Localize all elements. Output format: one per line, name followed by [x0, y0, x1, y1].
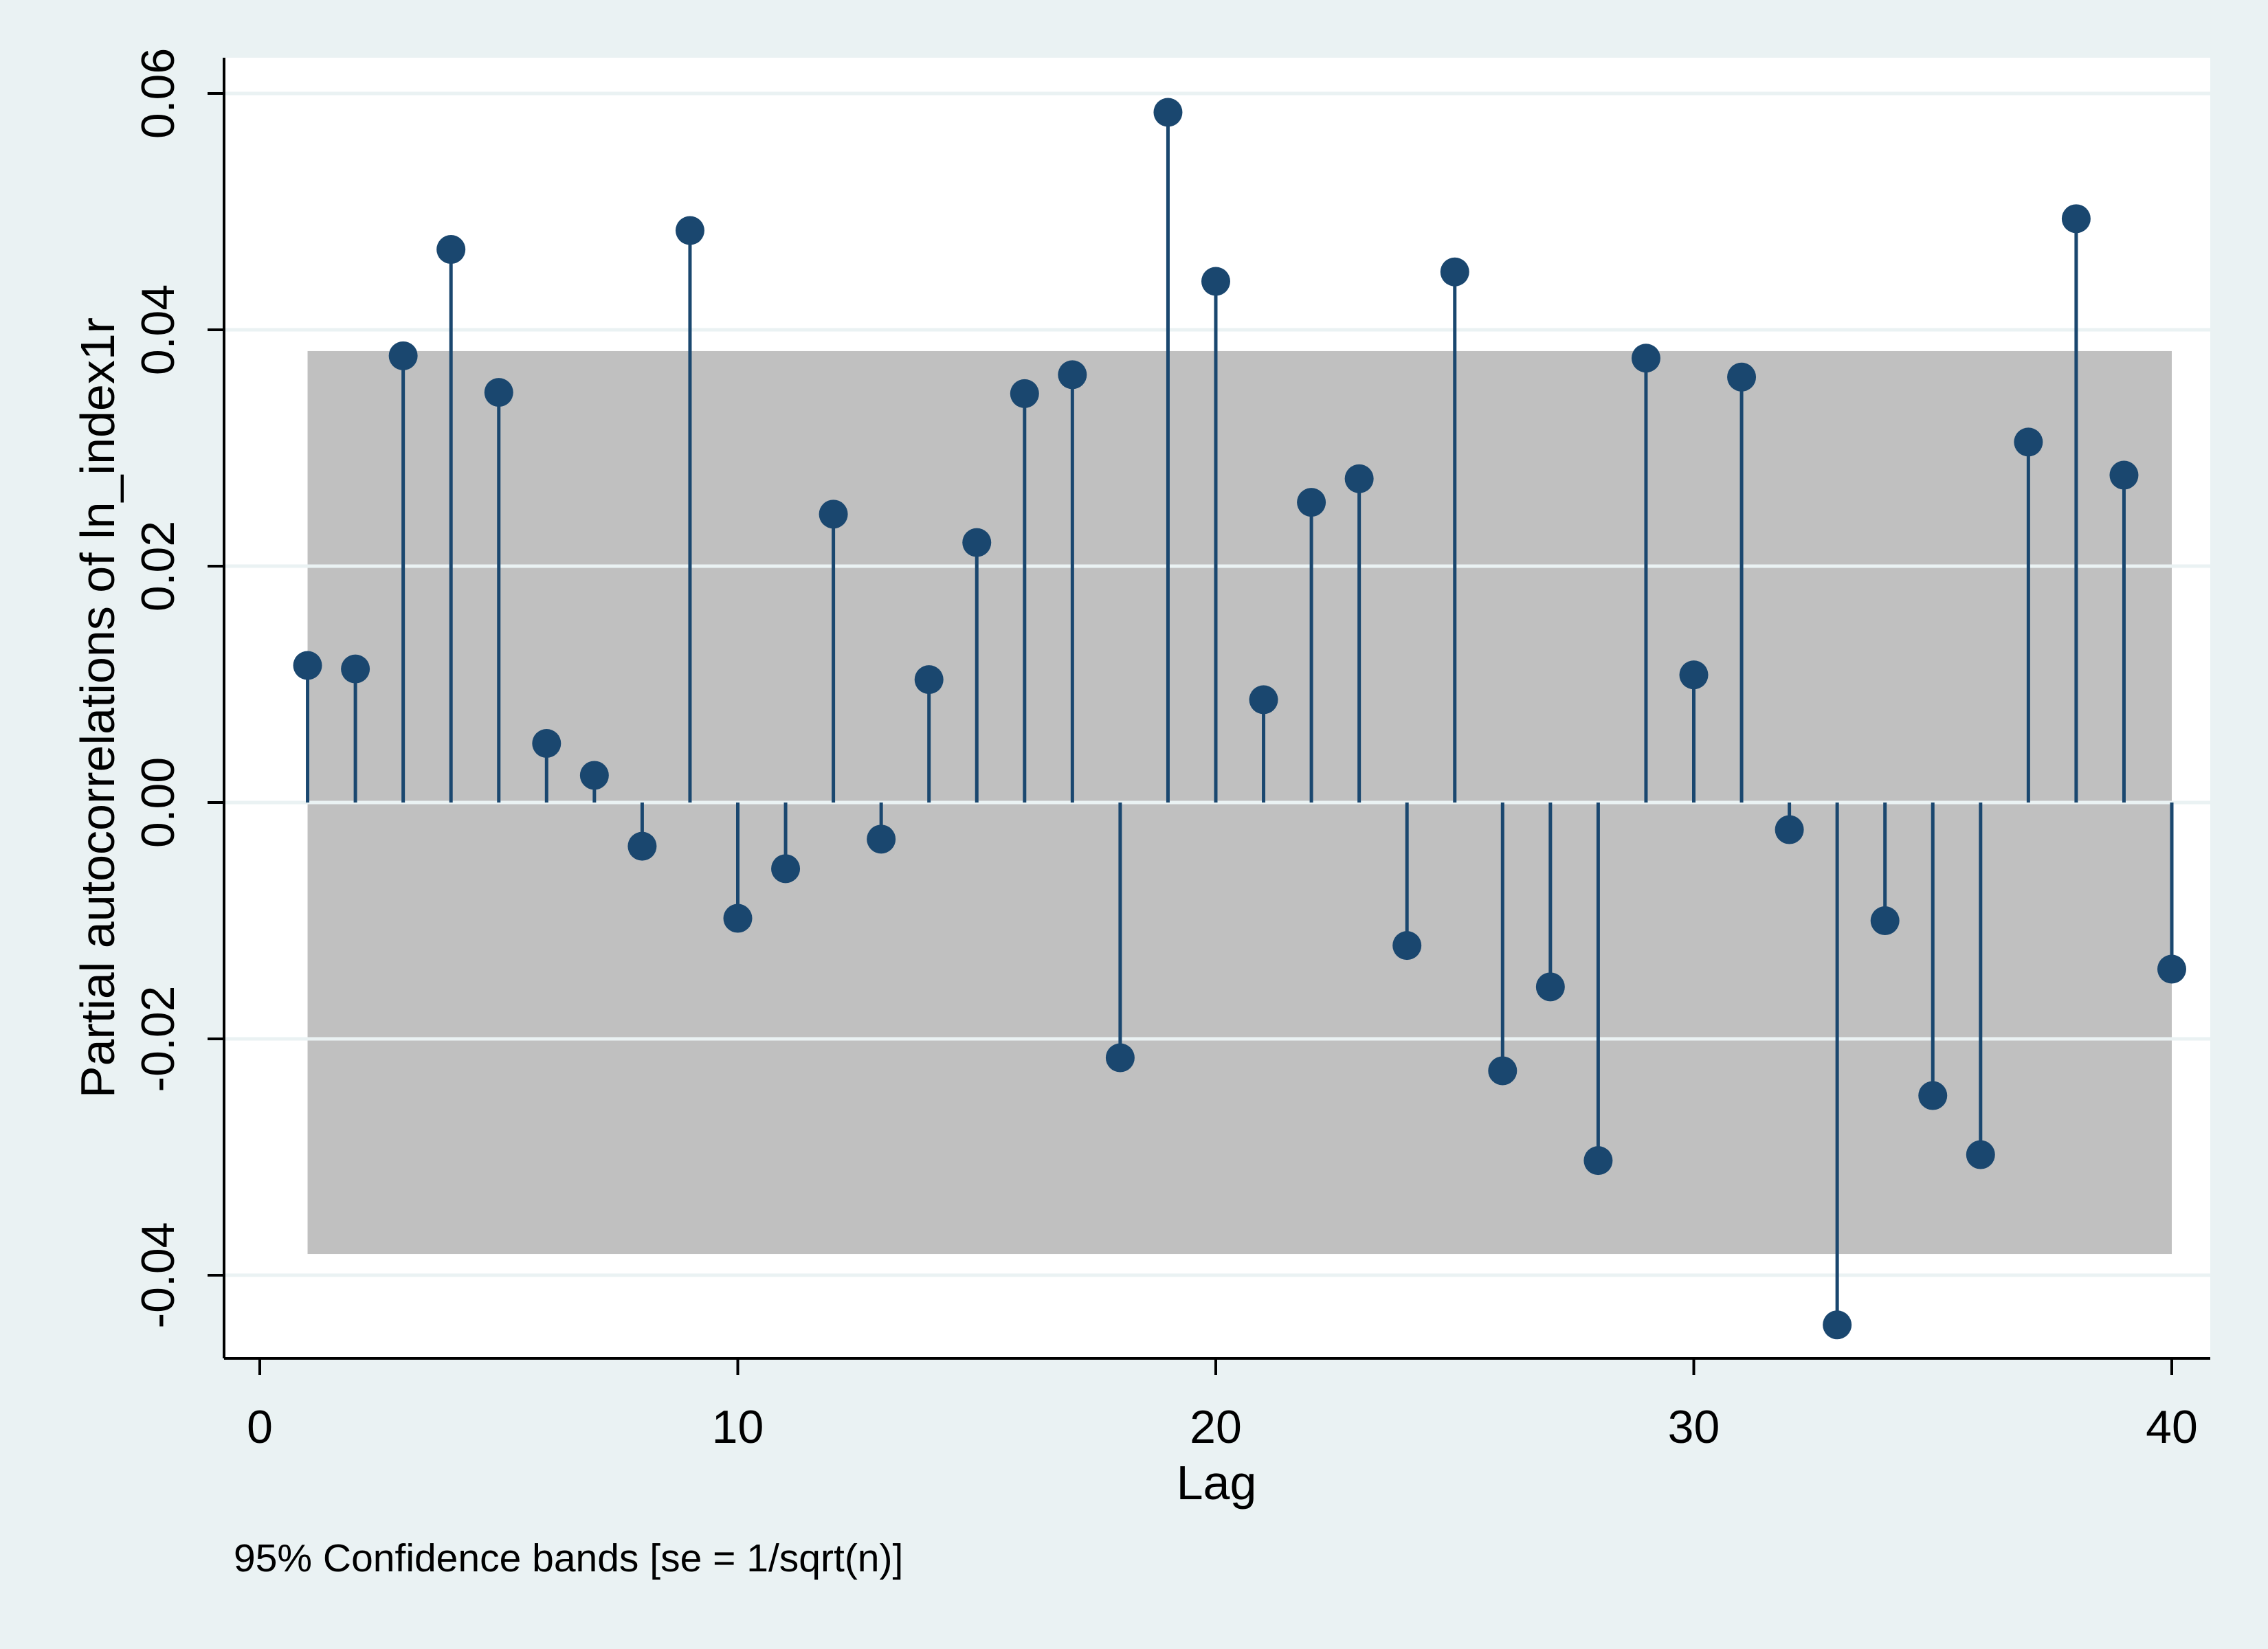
markers: [293, 98, 2186, 1340]
marker-lag-17: [1058, 360, 1087, 390]
marker-lag-13: [867, 824, 896, 854]
marker-lag-38: [2061, 204, 2091, 234]
marker-lag-35: [1918, 1081, 1948, 1110]
marker-lag-9: [675, 216, 704, 245]
y-tick-label-0: -0.04: [132, 1222, 184, 1329]
marker-lag-26: [1488, 1056, 1517, 1086]
marker-lag-11: [771, 854, 801, 884]
y-axis-title: Partial autocorrelations of ln_index1r: [71, 317, 124, 1098]
y-tick-label-5: 0.06: [132, 48, 184, 139]
marker-lag-29: [1631, 344, 1660, 373]
marker-lag-6: [532, 729, 562, 758]
marker-lag-2: [341, 654, 370, 684]
y-ticks: -0.04 -0.02 0.00 0.02 0.04 0.06: [132, 48, 224, 1329]
y-tick-label-2: 0.00: [132, 757, 184, 848]
marker-lag-10: [723, 904, 753, 933]
marker-lag-18: [1105, 1043, 1135, 1073]
marker-lag-16: [1010, 379, 1039, 408]
marker-lag-27: [1535, 972, 1565, 1002]
marker-lag-30: [1679, 660, 1709, 690]
marker-lag-14: [914, 665, 944, 695]
marker-lag-12: [819, 500, 848, 529]
x-tick-label-3: 30: [1668, 1401, 1720, 1453]
x-tick-label-2: 20: [1190, 1401, 1242, 1453]
marker-lag-34: [1870, 906, 1900, 935]
x-tick-label-0: 0: [247, 1401, 273, 1453]
marker-lag-20: [1201, 267, 1230, 296]
marker-lag-31: [1727, 362, 1757, 392]
marker-lag-8: [627, 831, 657, 861]
marker-lag-21: [1249, 685, 1278, 715]
marker-lag-25: [1440, 257, 1469, 287]
x-tick-label-1: 10: [712, 1401, 764, 1453]
marker-lag-1: [293, 651, 322, 680]
marker-lag-4: [436, 235, 466, 265]
x-tick-label-4: 40: [2146, 1401, 2198, 1453]
marker-lag-32: [1775, 815, 1804, 844]
marker-lag-15: [962, 528, 992, 557]
marker-lag-36: [1966, 1140, 1995, 1169]
marker-lag-33: [1823, 1310, 1852, 1340]
marker-lag-5: [484, 378, 513, 407]
y-tick-label-3: 0.02: [132, 521, 184, 612]
y-tick-label-4: 0.04: [132, 284, 184, 375]
marker-lag-7: [579, 761, 609, 790]
marker-lag-3: [388, 341, 418, 370]
marker-lag-39: [2109, 460, 2139, 490]
marker-lag-40: [2157, 954, 2186, 984]
x-axis-title: Lag: [1177, 1456, 1257, 1510]
y-tick-label-1: -0.02: [132, 986, 184, 1092]
chart-note: 95% Confidence bands [se = 1/sqrt(n)]: [234, 1536, 903, 1580]
x-ticks: 0 10 20 30 40: [247, 1358, 2198, 1453]
marker-lag-19: [1153, 98, 1183, 127]
marker-lag-28: [1583, 1146, 1613, 1176]
marker-lag-23: [1344, 464, 1374, 493]
marker-lag-24: [1392, 931, 1422, 961]
marker-lag-37: [2014, 427, 2043, 457]
marker-lag-22: [1297, 488, 1326, 517]
